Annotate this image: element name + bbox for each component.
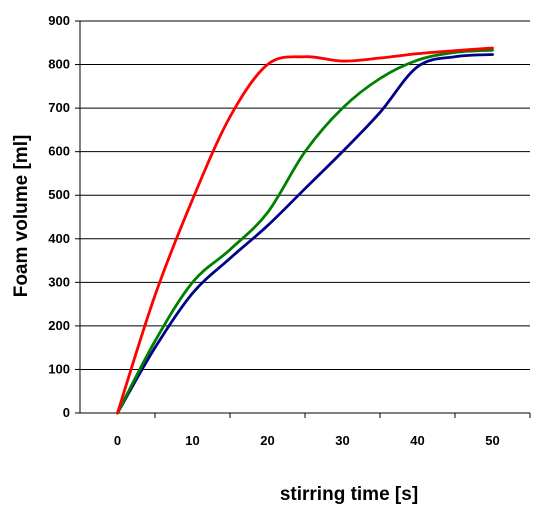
x-tick-label: 50 [485,433,499,448]
series-line [116,53,494,415]
series-lines [116,46,494,415]
y-tick-label: 600 [48,144,70,159]
y-tick-label: 300 [48,274,70,289]
x-tick-labels: 0 10 20 30 40 50 [114,433,500,448]
x-tick-label: 30 [335,433,349,448]
y-tick-labels: 0 100 200 300 400 500 600 700 800 900 [48,13,70,420]
series-line [116,46,494,415]
x-tick-label: 20 [260,433,274,448]
y-tick-label: 400 [48,231,70,246]
axes [75,20,531,418]
x-tick-label: 40 [410,433,424,448]
y-tick-label: 900 [48,13,70,28]
y-tick-label: 700 [48,100,70,115]
y-tick-label: 0 [63,405,70,420]
y-tick-label: 100 [48,361,70,376]
x-tick-label: 0 [114,433,121,448]
y-axis-title: Foam volume [ml] [11,135,32,298]
x-axis-title: stirring time [s] [280,484,418,505]
series-line [116,48,494,415]
x-tick-label: 10 [185,433,199,448]
y-tick-label: 800 [48,57,70,72]
y-tick-label: 500 [48,187,70,202]
y-tick-label: 200 [48,318,70,333]
